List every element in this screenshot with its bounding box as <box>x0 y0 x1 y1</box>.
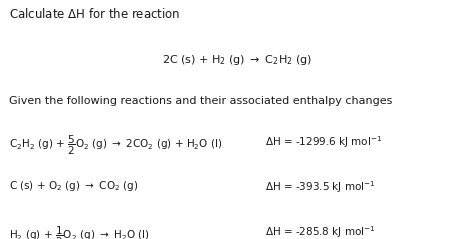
Text: $\Delta$H = -393.5 kJ mol$^{-1}$: $\Delta$H = -393.5 kJ mol$^{-1}$ <box>265 179 376 195</box>
Text: C (s) + O$_2$ (g) $\rightarrow$ CO$_2$ (g): C (s) + O$_2$ (g) $\rightarrow$ CO$_2$ (… <box>9 179 139 193</box>
Text: C$_2$H$_2$ (g) + $\dfrac{5}{2}$O$_2$ (g) $\rightarrow$ 2CO$_2$ (g) + H$_2$O (l): C$_2$H$_2$ (g) + $\dfrac{5}{2}$O$_2$ (g)… <box>9 134 223 157</box>
Text: $\Delta$H = -1299.6 kJ mol$^{-1}$: $\Delta$H = -1299.6 kJ mol$^{-1}$ <box>265 134 383 150</box>
Text: Given the following reactions and their associated enthalpy changes: Given the following reactions and their … <box>9 96 393 106</box>
Text: Calculate $\Delta$H for the reaction: Calculate $\Delta$H for the reaction <box>9 7 181 21</box>
Text: 2C (s) + H$_2$ (g) $\rightarrow$ C$_2$H$_2$ (g): 2C (s) + H$_2$ (g) $\rightarrow$ C$_2$H$… <box>162 53 312 67</box>
Text: $\Delta$H = -285.8 kJ mol$^{-1}$: $\Delta$H = -285.8 kJ mol$^{-1}$ <box>265 225 376 239</box>
Text: H$_2$ (g) + $\dfrac{1}{2}$O$_2$ (g) $\rightarrow$ H$_2$O (l): H$_2$ (g) + $\dfrac{1}{2}$O$_2$ (g) $\ri… <box>9 225 150 239</box>
